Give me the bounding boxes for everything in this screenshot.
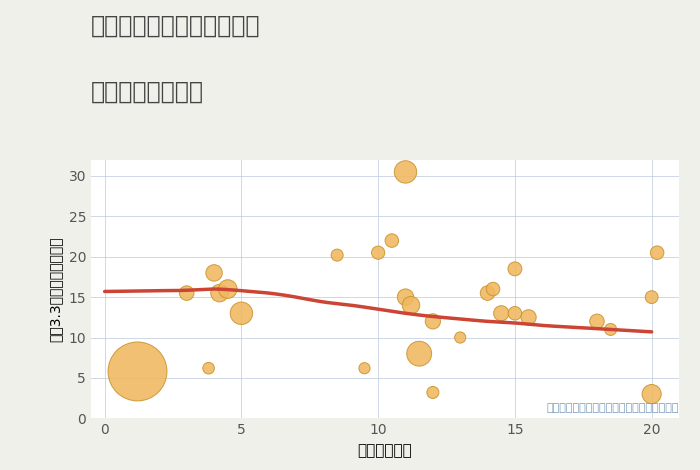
Point xyxy=(487,285,498,293)
Text: 駅距離別土地価格: 駅距離別土地価格 xyxy=(91,80,204,104)
Point xyxy=(496,310,507,317)
Y-axis label: 坪（3.3㎡）単価（万円）: 坪（3.3㎡）単価（万円） xyxy=(49,236,63,342)
Point xyxy=(510,310,521,317)
Point xyxy=(203,364,214,372)
Point xyxy=(405,301,416,309)
Point xyxy=(646,390,657,398)
Text: 円の大きさは、取引のあった物件面積を示す: 円の大きさは、取引のあった物件面積を示す xyxy=(547,403,679,413)
Point xyxy=(646,293,657,301)
X-axis label: 駅距離（分）: 駅距離（分） xyxy=(358,443,412,458)
Point xyxy=(386,237,398,244)
Point xyxy=(454,334,466,341)
Point xyxy=(400,168,411,176)
Point xyxy=(427,389,438,396)
Point xyxy=(181,290,193,297)
Point xyxy=(132,368,143,375)
Point xyxy=(236,310,247,317)
Point xyxy=(510,265,521,273)
Point xyxy=(482,290,493,297)
Point xyxy=(372,249,384,257)
Point xyxy=(605,326,616,333)
Point xyxy=(414,350,425,357)
Point xyxy=(592,318,603,325)
Point xyxy=(652,249,663,257)
Point xyxy=(427,318,438,325)
Point xyxy=(523,313,534,321)
Point xyxy=(400,293,411,301)
Point xyxy=(222,285,233,293)
Point xyxy=(214,290,225,297)
Text: 三重県四日市市坂部が丘の: 三重県四日市市坂部が丘の xyxy=(91,14,260,38)
Point xyxy=(359,364,370,372)
Point xyxy=(332,251,343,259)
Point xyxy=(209,269,220,277)
